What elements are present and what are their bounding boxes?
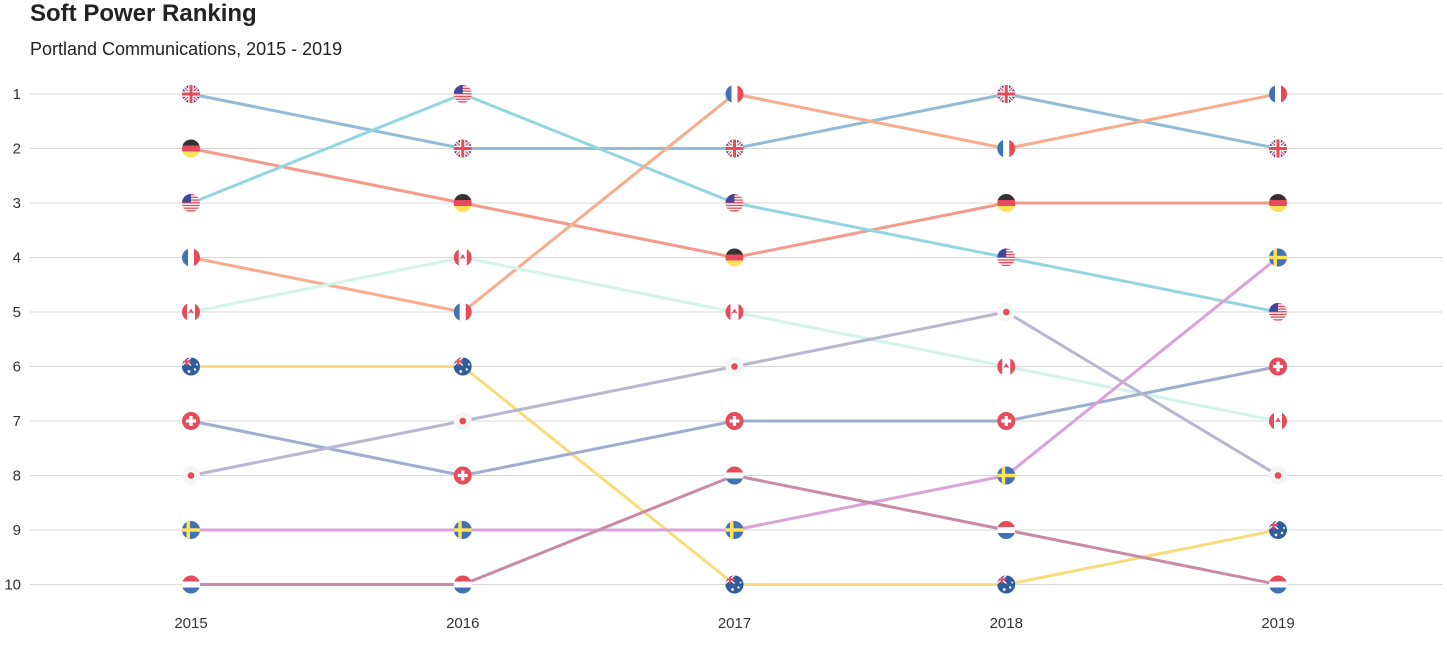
y-tick-label: 10 [4, 577, 21, 594]
usa-flag-icon [1269, 303, 1287, 321]
y-tick-label: 2 [13, 141, 21, 158]
y-tick-label: 8 [13, 468, 21, 485]
germany-flag-icon [1269, 194, 1287, 212]
x-tick-label: 2019 [1261, 615, 1294, 632]
uk-flag-icon [182, 85, 200, 103]
germany-flag-icon [725, 248, 744, 267]
uk-flag-icon [453, 139, 472, 158]
y-tick-label: 5 [13, 304, 21, 321]
sweden-flag-icon [725, 521, 744, 539]
france-flag-icon [725, 85, 744, 103]
japan-flag-icon [182, 466, 200, 485]
y-axis: 1 2 3 4 5 6 7 8 9 10 [4, 86, 21, 594]
japan-flag-icon [453, 412, 472, 430]
canada-flag-icon [725, 303, 744, 321]
switzerland-flag-icon [997, 412, 1016, 430]
canada-flag-icon [997, 357, 1016, 376]
chart-title: Soft Power Ranking [30, 0, 257, 27]
france-flag-icon [997, 139, 1016, 158]
y-tick-label: 1 [13, 86, 21, 103]
series-lines [189, 92, 1280, 586]
uk-flag-icon [725, 139, 744, 158]
switzerland-flag-icon [182, 412, 200, 430]
y-tick-label: 7 [13, 413, 21, 430]
germany-flag-icon [182, 139, 200, 158]
germany-flag-icon [453, 194, 472, 212]
uk-flag-icon [1269, 139, 1287, 158]
japan-flag-icon [725, 357, 744, 376]
germany-flag-icon [997, 194, 1016, 212]
france-flag-icon [182, 248, 200, 267]
sweden-flag-icon [182, 521, 200, 539]
japan-flag-icon [997, 303, 1016, 321]
canada-flag-icon [1269, 412, 1287, 430]
australia-flag-icon [453, 357, 472, 376]
netherlands-flag-icon [1269, 575, 1287, 594]
usa-flag-icon [182, 194, 200, 212]
sweden-flag-icon [1269, 248, 1287, 267]
x-tick-label: 2018 [990, 615, 1023, 632]
switzerland-flag-icon [1269, 357, 1287, 376]
y-tick-label: 3 [13, 195, 21, 212]
y-tick-label: 4 [13, 250, 21, 267]
series-line-japan [189, 310, 1280, 477]
usa-flag-icon [997, 248, 1016, 267]
y-tick-label: 6 [13, 359, 21, 376]
chart-subtitle: Portland Communications, 2015 - 2019 [30, 39, 343, 59]
japan-flag-icon [1269, 466, 1287, 485]
y-tick-label: 9 [13, 522, 21, 539]
australia-flag-icon [1269, 521, 1287, 539]
canada-flag-icon [182, 303, 200, 321]
netherlands-flag-icon [997, 521, 1016, 539]
netherlands-flag-icon [182, 575, 200, 594]
australia-flag-icon [182, 357, 200, 376]
australia-flag-icon [725, 575, 744, 594]
usa-flag-icon [725, 194, 744, 212]
x-tick-label: 2016 [446, 615, 479, 632]
x-tick-label: 2017 [718, 615, 751, 632]
switzerland-flag-icon [725, 412, 744, 430]
flag-markers [182, 85, 1287, 594]
netherlands-flag-icon [725, 466, 744, 485]
sweden-flag-icon [997, 466, 1016, 485]
switzerland-flag-icon [453, 466, 472, 485]
australia-flag-icon [997, 575, 1016, 594]
sweden-flag-icon [453, 521, 472, 539]
uk-flag-icon [997, 85, 1016, 103]
x-tick-label: 2015 [174, 615, 207, 632]
canada-flag-icon [453, 248, 472, 267]
gridlines [30, 93, 1442, 585]
series-line-sweden [189, 256, 1280, 532]
netherlands-flag-icon [453, 575, 472, 594]
france-flag-icon [1269, 85, 1287, 103]
usa-flag-icon [453, 85, 472, 103]
france-flag-icon [453, 303, 472, 321]
series-line-canada [189, 256, 1280, 423]
x-axis: 2015 2016 2017 2018 2019 [174, 615, 1294, 632]
